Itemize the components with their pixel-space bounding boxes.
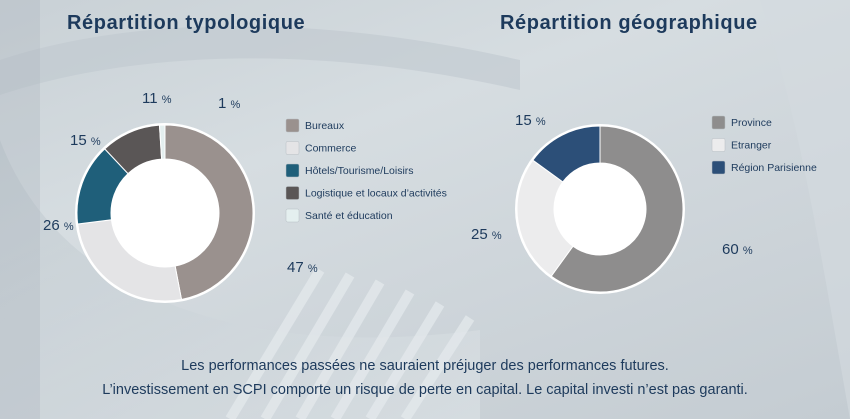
slice-1 [516, 159, 574, 277]
legend-swatch-0 [285, 118, 300, 133]
chart-title-typologique: Répartition typologique [67, 12, 306, 34]
legend-swatch-1 [285, 141, 300, 155]
donut-hole [112, 160, 218, 266]
legend-geographique: Province Etranger Région Parisienne [711, 115, 817, 175]
legend-swatch-2 [285, 163, 300, 178]
data-label-2: 15 % [515, 112, 546, 129]
legend-label-2: Région Parisienne [731, 162, 817, 174]
slice-4 [158, 124, 166, 160]
legend-swatch-2 [711, 160, 726, 175]
data-label-4: 1 % [218, 95, 241, 112]
data-label-1: 25 % [471, 226, 502, 243]
footer-disclaimer-line-2: L’investissement en SCPI comporte un ris… [102, 382, 748, 398]
data-label-0: 60 % [722, 241, 753, 258]
legend-label-0: Bureaux [305, 120, 345, 132]
slice-0 [550, 125, 684, 293]
data-label-2: 15 % [70, 132, 101, 149]
legend-swatch-4 [285, 208, 300, 223]
data-label-3: 11 % [142, 90, 172, 107]
donut-chart-typologique: 47 % 26 % 15 % 11 % 1 % Bureaux Commerce Hôtels… [43, 90, 447, 303]
legend-label-1: Commerce [305, 143, 357, 155]
donut-chart-geographique: 60 % 25 % 15 % Province Etranger Région Paris… [471, 112, 817, 294]
legend-swatch-0 [711, 115, 726, 130]
legend-label-1: Etranger [731, 140, 772, 152]
legend-label-4: Santé et éducation [305, 210, 393, 222]
data-label-1: 26 % [43, 217, 74, 234]
footer-disclaimer-line-1: Les performances passées ne sauraient pr… [181, 358, 669, 374]
legend-typologique: Bureaux Commerce Hôtels/Tourisme/Loisirs Lo… [285, 118, 447, 223]
slice-2 [532, 125, 601, 183]
slice-0 [164, 124, 254, 301]
legend-label-3: Logistique et locaux d’activités [305, 188, 447, 200]
donut-hole [555, 164, 645, 254]
chart-title-geographique: Répartition géographique [500, 12, 758, 34]
legend-swatch-3 [285, 186, 300, 200]
data-label-0: 47 % [287, 259, 318, 276]
legend-label-0: Province [731, 117, 772, 129]
legend-label-2: Hôtels/Tourisme/Loisirs [305, 165, 414, 177]
legend-swatch-1 [711, 138, 726, 152]
